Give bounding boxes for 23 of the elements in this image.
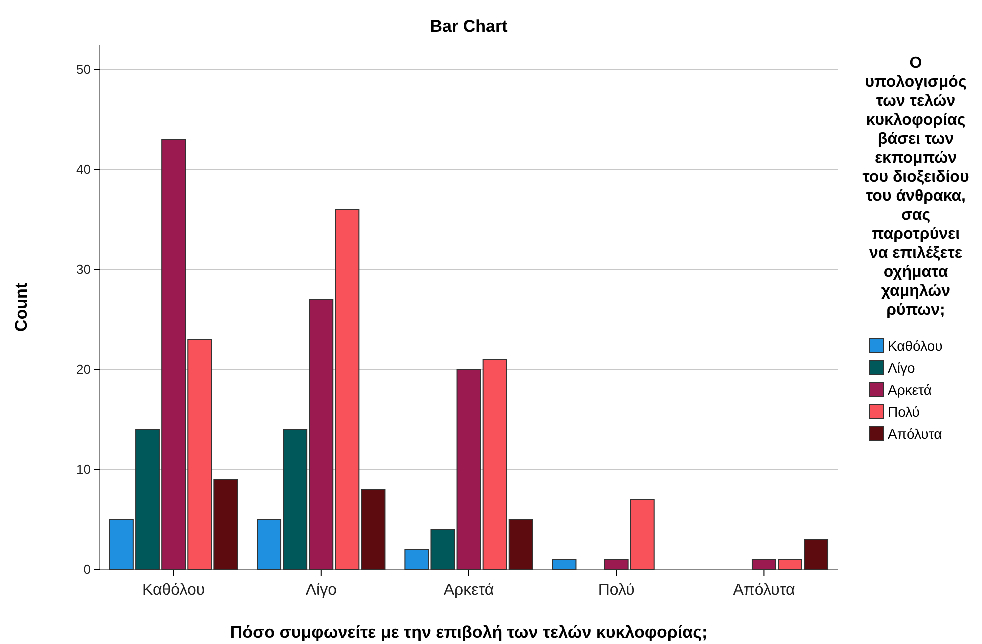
x-tick-label: Καθόλου: [142, 582, 206, 599]
legend-label: Πολύ: [888, 404, 920, 420]
y-axis-title: Count: [12, 282, 31, 332]
legend-label: Καθόλου: [888, 338, 943, 354]
legend-label: Αρκετά: [888, 382, 932, 398]
y-tick-label: 30: [76, 262, 91, 278]
chart-title: Bar Chart: [430, 17, 508, 36]
bar: [552, 560, 577, 570]
bar: [361, 490, 386, 570]
bar: [456, 370, 482, 570]
legend-label: Απόλυτα: [888, 426, 942, 442]
y-tick-label: 20: [76, 362, 91, 378]
x-tick-label: Απόλυτα: [733, 582, 796, 599]
y-tick-label: 10: [76, 462, 91, 478]
x-tick-label: Πολύ: [598, 582, 635, 599]
legend-label: Λίγο: [888, 360, 916, 376]
text: Ο υπολογισμός των τελών κυκλοφορίας βάσει των εκπομπών του διοξειδίου του άνθρακα, σας παροτρύνει να επιλέξετε οχήματα χαμηλών ρύπων;: [862, 55, 970, 319]
y-tick-label: 0: [84, 562, 91, 578]
y-tick-label: 50: [76, 62, 91, 78]
x-tick-label: Αρκετά: [444, 582, 494, 599]
x-axis-title: Πόσο συμφωνείτε με την επιβολή των τελών κυκλοφορίας;: [230, 623, 708, 642]
y-tick-label: 40: [76, 162, 91, 178]
x-tick-label: Λίγο: [306, 582, 338, 599]
